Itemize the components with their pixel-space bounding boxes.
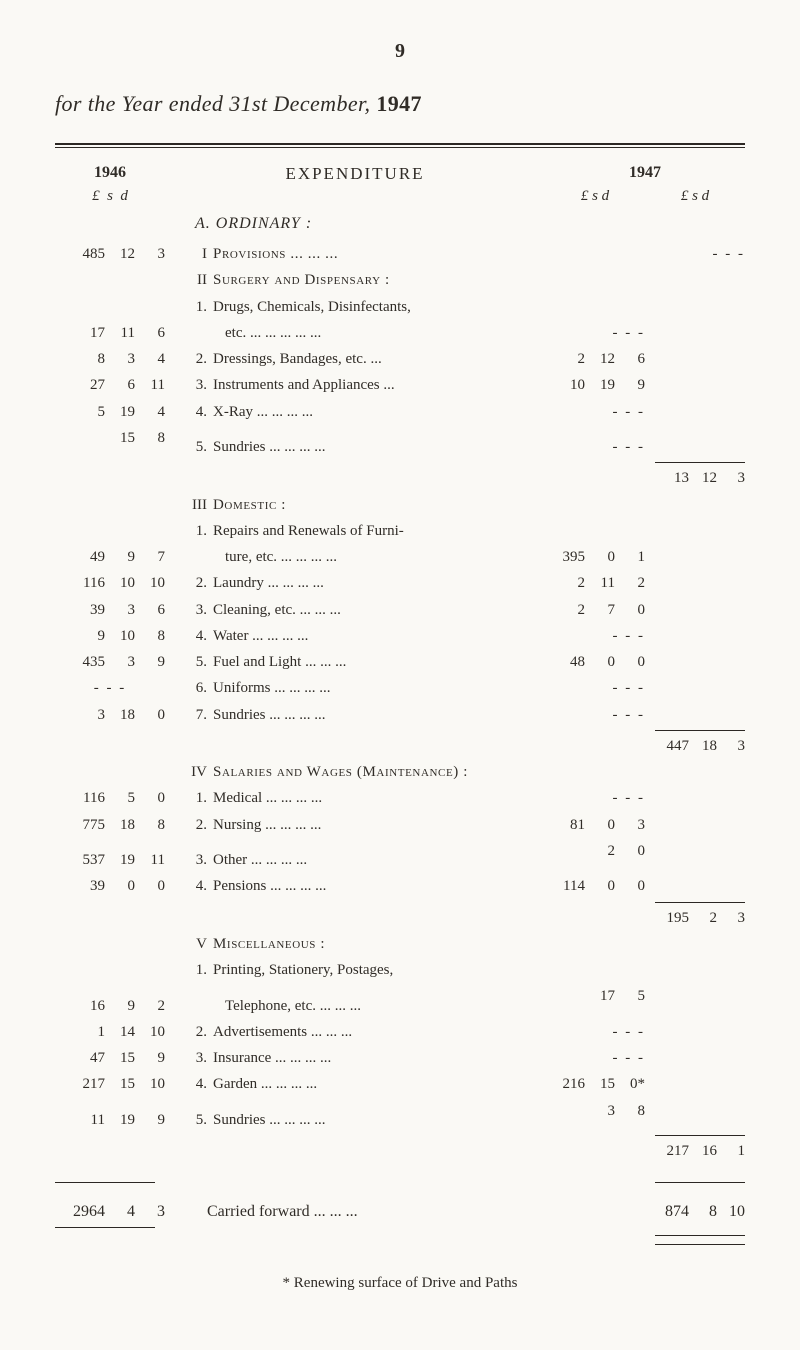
lsd-s: s bbox=[107, 188, 113, 204]
subtotal-v: 217 16 1 bbox=[55, 1138, 745, 1164]
row-a-ii-1: 1. Drugs, Chemicals, Disinfectants, bbox=[55, 294, 745, 320]
year-left: 1946 bbox=[55, 164, 165, 184]
row-iii-7: 3180 7. Sundries ... ... ... ... - - - bbox=[55, 702, 745, 728]
row-v-head: V Miscellaneous : bbox=[55, 931, 745, 957]
lsd-l: £ bbox=[92, 188, 100, 204]
row-v-1: 1. Printing, Stationery, Postages, bbox=[55, 957, 745, 983]
row-v-2: 11410 2. Advertisements ... ... ... - - … bbox=[55, 1019, 745, 1045]
row-v-1b: 1692 Telephone, etc. ... ... ... 175 bbox=[55, 983, 745, 1019]
year-right: 1947 bbox=[545, 164, 745, 184]
row-a-ii-1b: 17 11 6 etc. ... ... ... ... ... - - - bbox=[55, 320, 745, 346]
footer-rule-left-2 bbox=[55, 1227, 155, 1228]
row-iii-6: - - - 6. Uniforms ... ... ... ... - - - bbox=[55, 675, 745, 701]
row-iii-5: 43539 5. Fuel and Light ... ... ... 4800 bbox=[55, 649, 745, 675]
subtotal-iii: 447 18 3 bbox=[55, 733, 745, 759]
row-iii-head: III Domestic : bbox=[55, 492, 745, 518]
row-v-3: 47159 3. Insurance ... ... ... ... - - - bbox=[55, 1045, 745, 1071]
row-a-ii: II Surgery and Dispensary : bbox=[55, 267, 745, 293]
subtotal-rule-a bbox=[655, 462, 745, 463]
title-line: for the Year ended 31st December, 1947 bbox=[55, 91, 745, 117]
row-iv-3: 5371911 3. Other ... ... ... ... 20 bbox=[55, 838, 745, 874]
footer-rule-right bbox=[655, 1182, 745, 1183]
section-a-head: A. ORDINARY : bbox=[195, 215, 745, 233]
page-number: 9 bbox=[55, 40, 745, 63]
footer-rule-right-2a bbox=[655, 1235, 745, 1236]
row-a-ii-2: 8 3 4 2. Dressings, Bandages, etc. ... 2… bbox=[55, 346, 745, 372]
row-v-5: 11199 5. Sundries ... ... ... ... 38 bbox=[55, 1098, 745, 1134]
row-iii-3: 3936 3. Cleaning, etc. ... ... ... 270 bbox=[55, 597, 745, 623]
row-iii-1: 1. Repairs and Renewals of Furni- bbox=[55, 518, 745, 544]
title-year: 1947 bbox=[376, 91, 422, 116]
expenditure-label: EXPENDITURE bbox=[165, 164, 545, 184]
subtotal-a: 13 12 3 bbox=[55, 465, 745, 491]
footer-rule-right-2b bbox=[655, 1244, 745, 1245]
rule-thick bbox=[55, 143, 745, 145]
row-a-ii-4: 5 19 4 4. X-Ray ... ... ... ... - - - bbox=[55, 399, 745, 425]
subtotal-rule-v bbox=[655, 1135, 745, 1136]
footnote: * Renewing surface of Drive and Paths bbox=[55, 1275, 745, 1292]
lsd-d: d bbox=[120, 188, 128, 204]
header-row: 1946 EXPENDITURE 1947 bbox=[55, 164, 745, 184]
row-v-4: 2171510 4. Garden ... ... ... ... 216150… bbox=[55, 1071, 745, 1097]
lsd-row: £ s d £ s d £ s d bbox=[55, 188, 745, 205]
subtotal-iv: 195 2 3 bbox=[55, 905, 745, 931]
row-iv-1: 11650 1. Medical ... ... ... ... - - - bbox=[55, 785, 745, 811]
row-iii-1b: 49 9 7 ture, etc. ... ... ... ... 395 0 … bbox=[55, 544, 745, 570]
row-a-ii-3: 27 6 11 3. Instruments and Appliances ..… bbox=[55, 372, 745, 398]
subtotal-rule-iv bbox=[655, 902, 745, 903]
row-iii-4: 9108 4. Water ... ... ... ... - - - bbox=[55, 623, 745, 649]
row-iv-head: IV Salaries and Wages (Maintenance) : bbox=[55, 759, 745, 785]
rule-thin bbox=[55, 147, 745, 148]
carried-forward-row: 2964 4 3 Carried forward ... ... ... 874… bbox=[55, 1203, 745, 1221]
row-iii-2: 1161010 2. Laundry ... ... ... ... 2112 bbox=[55, 570, 745, 596]
row-iv-4: 3900 4. Pensions ... ... ... ... 11400 bbox=[55, 873, 745, 899]
title-prefix: for the Year ended 31st December, bbox=[55, 91, 370, 116]
row-a-ii-5: 15 8 5. Sundries ... ... ... ... - - - bbox=[55, 425, 745, 461]
subtotal-rule-iii bbox=[655, 730, 745, 731]
page: 9 for the Year ended 31st December, 1947… bbox=[0, 0, 800, 1342]
footer-rule-left bbox=[55, 1182, 155, 1183]
row-iv-2: 775188 2. Nursing ... ... ... ... 8103 bbox=[55, 812, 745, 838]
row-a-i: 485 12 3 I Provisions ... ... ... - - - bbox=[55, 241, 745, 267]
